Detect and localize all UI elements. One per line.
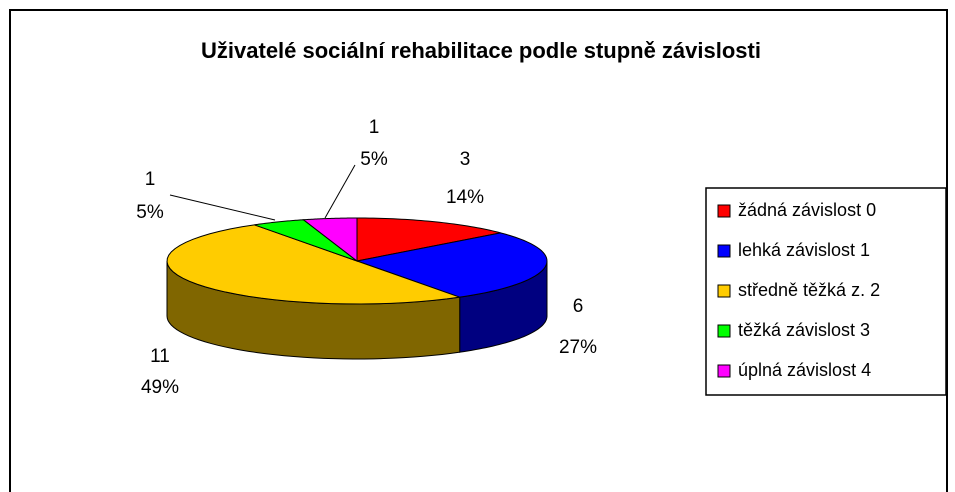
leader-line	[324, 164, 356, 219]
data-label: 49%	[141, 377, 179, 398]
data-label: 1	[369, 117, 380, 138]
slice	[254, 219, 358, 262]
legend-swatch	[717, 324, 731, 338]
legend-swatch	[717, 244, 731, 258]
chart-title: Uživatelé sociální rehabilitace podle st…	[201, 38, 761, 63]
slice	[166, 224, 460, 305]
slice	[356, 217, 501, 262]
legend-swatch	[717, 364, 731, 378]
data-label: 14%	[446, 187, 484, 208]
data-label: 11	[150, 346, 170, 367]
legend-label: těžká závislost 3	[738, 320, 870, 340]
data-label: 3	[460, 149, 471, 170]
legend-label: úplná závislost 4	[738, 360, 871, 380]
data-label: 5%	[136, 202, 164, 223]
legend-label: žádná závislost 0	[738, 200, 876, 220]
data-label: 6	[573, 296, 584, 317]
legend-swatch	[717, 284, 731, 298]
slice	[355, 232, 548, 298]
slice	[302, 217, 358, 263]
legend	[705, 187, 947, 396]
legend-label: středně těžká z. 2	[738, 280, 880, 300]
legend-swatch	[717, 204, 731, 218]
data-label: 1	[145, 169, 156, 190]
data-label: 5%	[360, 149, 388, 170]
data-label: 27%	[559, 337, 597, 358]
legend-label: lehká závislost 1	[738, 240, 870, 260]
leader-line	[169, 194, 276, 221]
